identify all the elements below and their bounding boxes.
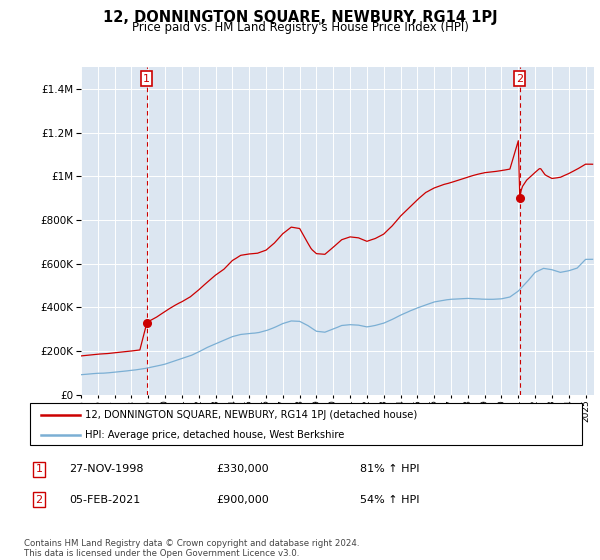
Text: 54% ↑ HPI: 54% ↑ HPI — [360, 494, 419, 505]
Text: £900,000: £900,000 — [216, 494, 269, 505]
Text: 81% ↑ HPI: 81% ↑ HPI — [360, 464, 419, 474]
Text: £330,000: £330,000 — [216, 464, 269, 474]
Text: 27-NOV-1998: 27-NOV-1998 — [69, 464, 143, 474]
Text: 2: 2 — [516, 74, 523, 83]
Text: 1: 1 — [35, 464, 43, 474]
Text: 05-FEB-2021: 05-FEB-2021 — [69, 494, 140, 505]
Text: Contains HM Land Registry data © Crown copyright and database right 2024.
This d: Contains HM Land Registry data © Crown c… — [24, 539, 359, 558]
Text: 1: 1 — [143, 74, 150, 83]
Text: Price paid vs. HM Land Registry's House Price Index (HPI): Price paid vs. HM Land Registry's House … — [131, 21, 469, 34]
Text: 12, DONNINGTON SQUARE, NEWBURY, RG14 1PJ (detached house): 12, DONNINGTON SQUARE, NEWBURY, RG14 1PJ… — [85, 410, 418, 420]
Text: 2: 2 — [35, 494, 43, 505]
Text: HPI: Average price, detached house, West Berkshire: HPI: Average price, detached house, West… — [85, 430, 344, 440]
Text: 12, DONNINGTON SQUARE, NEWBURY, RG14 1PJ: 12, DONNINGTON SQUARE, NEWBURY, RG14 1PJ — [103, 10, 497, 25]
